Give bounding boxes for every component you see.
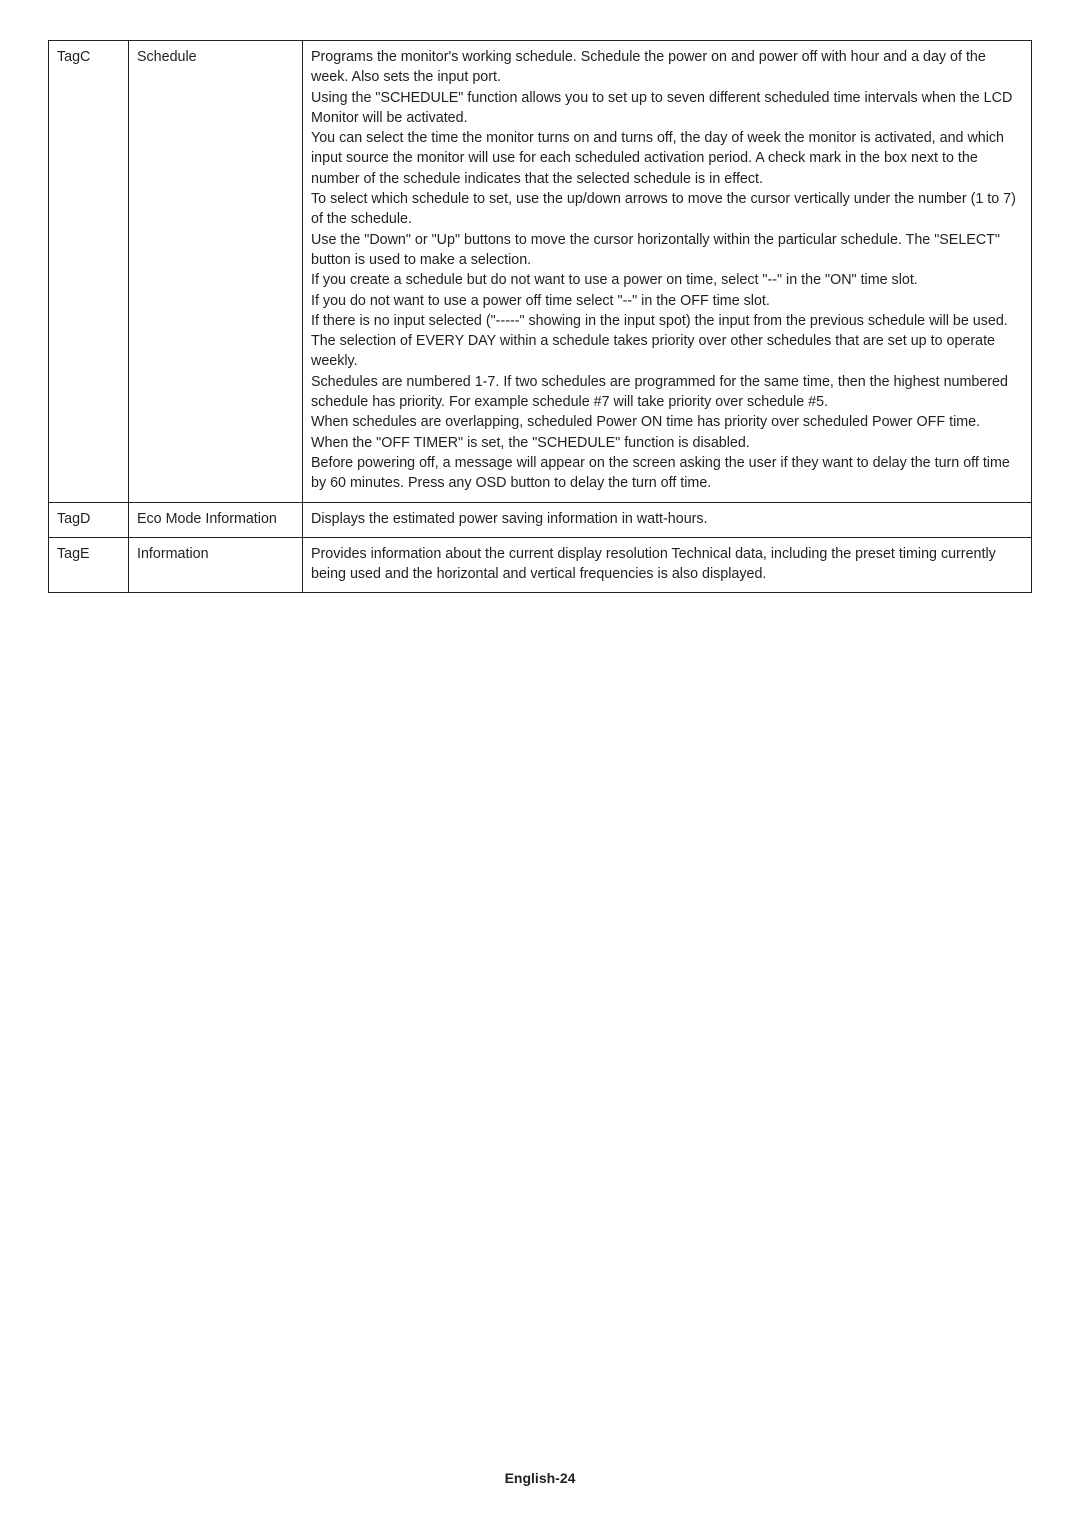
cell-name: Schedule — [129, 41, 303, 503]
table-body: TagC Schedule Programs the monitor's wor… — [49, 41, 1032, 593]
table-row: TagE Information Provides information ab… — [49, 537, 1032, 593]
desc-line: When the "OFF TIMER" is set, the "SCHEDU… — [311, 433, 1023, 453]
desc-line: You can select the time the monitor turn… — [311, 128, 1023, 189]
cell-desc: Provides information about the current d… — [303, 537, 1032, 593]
cell-name: Information — [129, 537, 303, 593]
desc-line: If there is no input selected ("-----" s… — [311, 311, 1023, 331]
cell-tag: TagE — [49, 537, 129, 593]
desc-line: If you do not want to use a power off ti… — [311, 291, 1023, 311]
desc-line: Schedules are numbered 1-7. If two sched… — [311, 372, 1023, 413]
desc-line: Displays the estimated power saving info… — [311, 509, 1023, 529]
desc-line: Using the "SCHEDULE" function allows you… — [311, 88, 1023, 129]
desc-line: Before powering off, a message will appe… — [311, 453, 1023, 494]
spec-table: TagC Schedule Programs the monitor's wor… — [48, 40, 1032, 593]
table-row: TagC Schedule Programs the monitor's wor… — [49, 41, 1032, 503]
table-row: TagD Eco Mode Information Displays the e… — [49, 502, 1032, 537]
cell-tag: TagC — [49, 41, 129, 503]
desc-line: When schedules are overlapping, schedule… — [311, 412, 1023, 432]
page: TagC Schedule Programs the monitor's wor… — [0, 0, 1080, 1528]
desc-line: Programs the monitor's working schedule.… — [311, 47, 1023, 88]
desc-line: The selection of EVERY DAY within a sche… — [311, 331, 1023, 372]
page-footer: English-24 — [0, 1470, 1080, 1486]
desc-line: Provides information about the current d… — [311, 544, 1023, 585]
desc-line: If you create a schedule but do not want… — [311, 270, 1023, 290]
cell-desc: Displays the estimated power saving info… — [303, 502, 1032, 537]
cell-tag: TagD — [49, 502, 129, 537]
cell-desc: Programs the monitor's working schedule.… — [303, 41, 1032, 503]
cell-name: Eco Mode Information — [129, 502, 303, 537]
desc-line: To select which schedule to set, use the… — [311, 189, 1023, 230]
desc-line: Use the "Down" or "Up" buttons to move t… — [311, 230, 1023, 271]
